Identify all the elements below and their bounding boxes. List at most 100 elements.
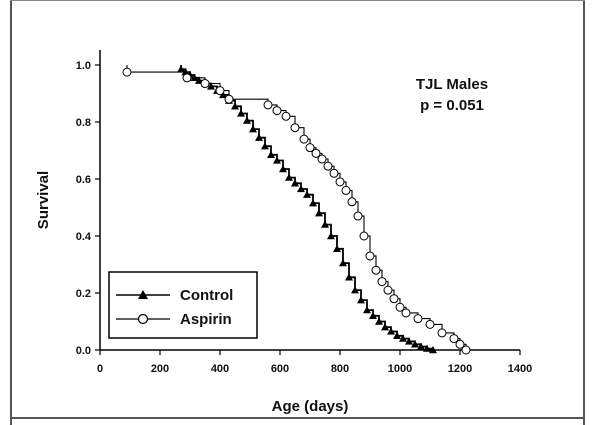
y-tick-label: 0.6 (76, 174, 91, 186)
data-point-control (207, 82, 215, 90)
data-point-control (369, 311, 377, 319)
x-tick-label: 200 (151, 363, 169, 375)
data-point-aspirin (281, 111, 291, 121)
data-point-aspirin (389, 294, 399, 304)
y-tick-label: 0.8 (76, 117, 91, 129)
data-point-control (429, 346, 437, 354)
data-point-aspirin (329, 168, 339, 178)
legend-box (108, 271, 258, 339)
data-point-control (405, 337, 413, 345)
data-point-aspirin (335, 177, 345, 187)
data-point-control (279, 165, 287, 173)
data-point-control (231, 102, 239, 110)
y-axis-title: Survival (35, 171, 52, 229)
axes (99, 50, 520, 351)
data-point-control (285, 173, 293, 181)
data-point-aspirin (311, 148, 321, 158)
data-point-control (267, 150, 275, 158)
legend: Control Aspirin (108, 271, 258, 339)
data-point-aspirin (413, 314, 423, 324)
data-point-aspirin (323, 161, 333, 171)
data-point-aspirin (263, 100, 273, 110)
data-point-control (351, 286, 359, 294)
data-point-aspirin (371, 265, 381, 275)
annotation-strain: TJL Males (416, 76, 488, 93)
legend-entry-control: Control (116, 287, 233, 304)
data-point-control (303, 190, 311, 198)
x-axis-title: Age (days) (272, 398, 349, 415)
data-point-control (321, 220, 329, 228)
data-point-aspirin (290, 123, 300, 133)
data-point-aspirin (305, 143, 315, 153)
panel-border-top (10, 0, 585, 1)
data-point-aspirin (449, 334, 459, 344)
data-point-aspirin (272, 106, 282, 116)
data-point-aspirin (377, 277, 387, 287)
panel-border-left (10, 0, 12, 425)
data-point-control (381, 323, 389, 331)
data-point-aspirin (461, 345, 471, 355)
data-point-control (249, 125, 257, 133)
data-point-aspirin (347, 197, 357, 207)
x-tick-label: 800 (331, 363, 349, 375)
data-point-aspirin (395, 302, 405, 312)
data-point-aspirin (182, 73, 192, 83)
data-point-aspirin (299, 134, 309, 144)
legend-marker-aspirin (137, 313, 149, 325)
y-tick-label: 0.2 (76, 288, 91, 300)
y-tick-label: 0.4 (76, 231, 92, 243)
panel-border-right (583, 0, 585, 425)
data-point-aspirin (122, 67, 132, 77)
data-point-aspirin (425, 319, 435, 329)
data-point-control (333, 244, 341, 253)
legend-label-control: Control (180, 287, 233, 304)
series-layer (122, 65, 471, 355)
data-point-control (177, 65, 185, 73)
y-ticks: 0.0 0.2 0.4 0.6 0.8 1.0 (76, 60, 100, 357)
data-point-control (309, 199, 317, 207)
data-point-control (273, 156, 281, 164)
data-point-control (375, 317, 383, 325)
data-point-control (339, 259, 347, 267)
y-tick-label: 1.0 (76, 60, 91, 72)
data-point-aspirin (359, 231, 369, 241)
x-tick-label: 1400 (508, 363, 532, 375)
y-tick-label: 0.0 (76, 345, 91, 357)
legend-marker-control (138, 290, 148, 299)
data-point-control (363, 306, 371, 314)
data-point-control (399, 334, 407, 342)
data-point-control (345, 273, 353, 281)
panel-border-bottom (10, 417, 585, 419)
data-point-control (255, 133, 263, 141)
data-point-aspirin (365, 251, 375, 261)
data-point-aspirin (200, 79, 210, 89)
data-point-aspirin (224, 94, 234, 104)
data-point-control (297, 184, 305, 193)
series-aspirin (122, 65, 471, 355)
x-tick-label: 400 (211, 363, 229, 375)
data-point-control (243, 116, 251, 124)
data-point-aspirin (401, 308, 411, 318)
data-point-control (291, 179, 299, 187)
data-point-control (327, 232, 335, 240)
data-point-control (387, 327, 395, 335)
data-point-control (315, 209, 323, 217)
data-point-aspirin (317, 154, 327, 164)
x-tick-label: 1200 (448, 363, 472, 375)
data-point-control (423, 344, 431, 352)
data-point-control (237, 109, 245, 117)
data-point-control (393, 331, 401, 339)
x-tick-label: 600 (271, 363, 289, 375)
x-tick-label: 1000 (388, 363, 412, 375)
legend-entry-aspirin: Aspirin (116, 311, 232, 328)
legend-label-aspirin: Aspirin (180, 311, 232, 328)
data-point-control (261, 142, 269, 150)
x-tick-label: 0 (97, 363, 103, 375)
data-point-control (411, 340, 419, 348)
data-point-aspirin (215, 86, 225, 96)
data-point-aspirin (437, 328, 447, 338)
x-ticks: 0 200 400 600 800 1000 1200 1400 (97, 350, 532, 375)
data-point-aspirin (455, 339, 465, 349)
